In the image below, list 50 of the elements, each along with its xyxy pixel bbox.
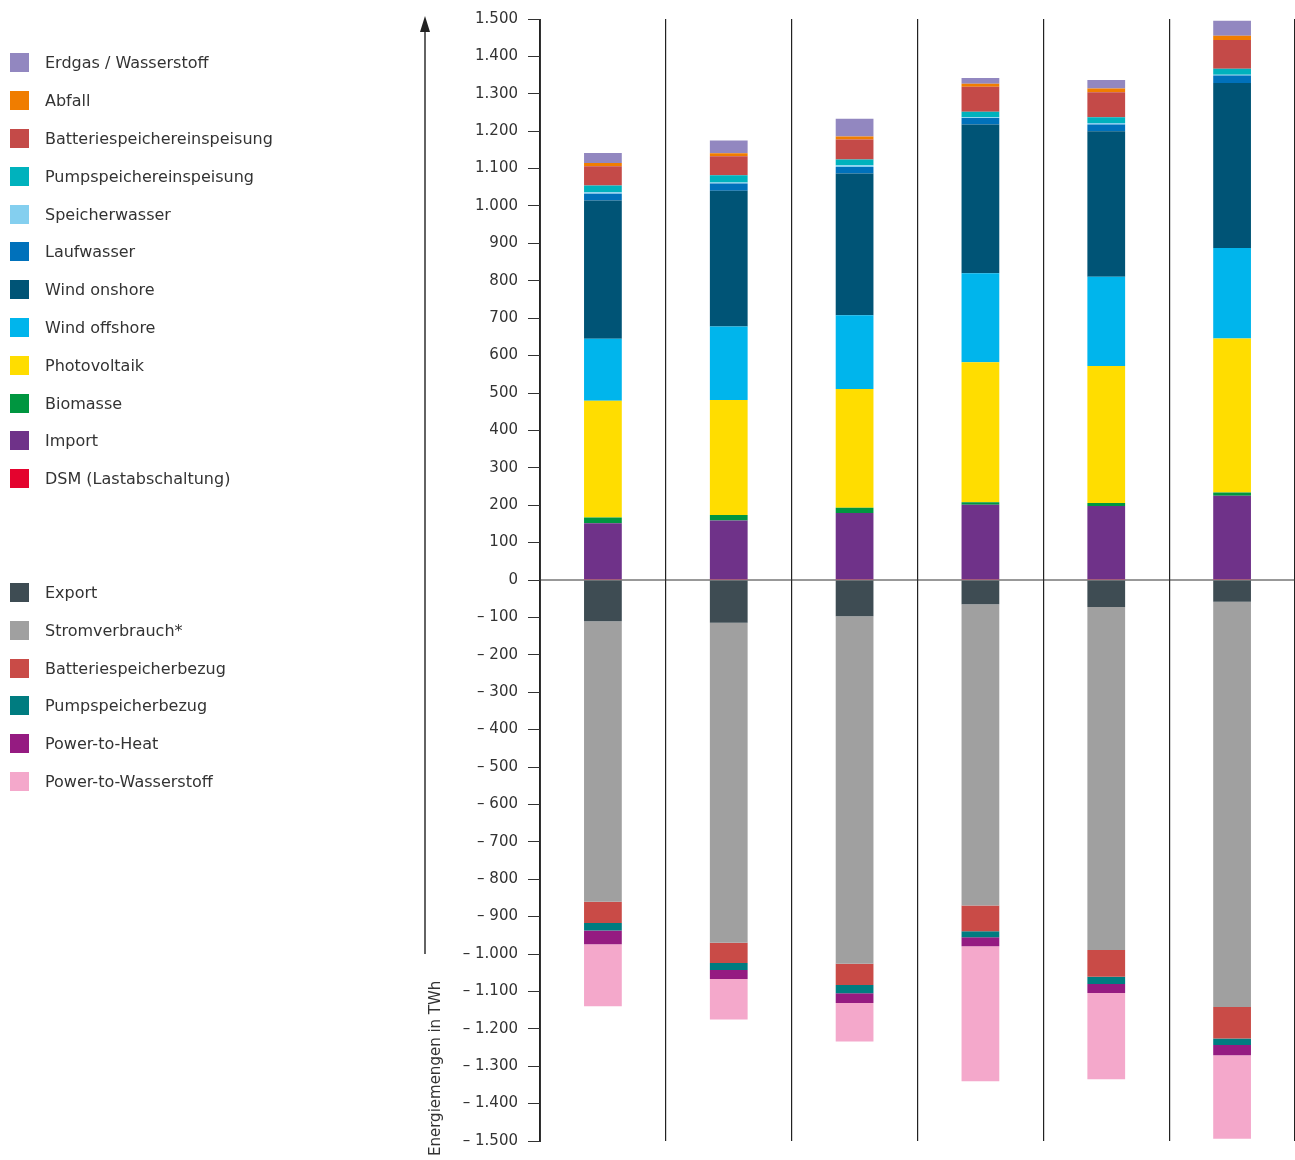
legend-label: Pumpspeicherbezug [45,696,208,716]
y-tick-label: – 700 [477,831,518,850]
legend-label: Export [45,582,98,602]
y-tick-label: 700 [489,308,518,327]
legend-label: Batteriespeicherbezug [45,658,226,678]
y-tick-label: 1.500 [475,8,518,27]
legend-label: Laufwasser [45,242,136,262]
y-tick-label: – 600 [477,794,518,813]
y-tick-label: 900 [489,233,518,252]
y-tick-label: 1.100 [475,158,518,177]
y-tick-label: – 1.000 [462,943,518,962]
legend-label: Pumpspeichereinspeisung [45,166,255,186]
y-tick-label: – 1.500 [462,1130,518,1149]
legend-label: Biomasse [45,393,123,413]
legend-label: Import [45,431,99,451]
y-tick-label: – 400 [477,719,518,738]
legend-label: Power-to-Heat [45,734,159,754]
legend-label: Abfall [45,91,91,111]
y-tick-label: – 1.200 [462,1018,518,1037]
y-tick-label: 1.400 [475,46,518,65]
legend-label: Power-to-Wasserstoff [45,771,213,791]
y-tick-label: 100 [489,532,518,551]
y-tick-label: 800 [489,270,518,289]
y-tick-label: – 1.300 [462,1056,518,1075]
y-tick-label: – 800 [477,869,518,888]
legend-label: Erdgas / Wasserstoff [45,53,209,73]
y-tick-label: 600 [489,345,518,364]
y-tick-label: 500 [489,382,518,401]
legend-label: Wind onshore [45,280,155,300]
y-tick-label: – 1.400 [462,1093,518,1112]
y-tick-label: 200 [489,495,518,514]
y-tick-label: 0 [508,569,518,588]
y-tick-label: 1.000 [475,195,518,214]
y-tick-label: – 200 [477,644,518,663]
y-tick-label: 400 [489,420,518,439]
y-tick-label: – 100 [477,607,518,626]
y-tick-label: 1.300 [475,83,518,102]
legend-label: Wind offshore [45,317,156,337]
legend-label: Photovoltaik [45,355,145,375]
legend-label: Stromverbrauch* [45,620,183,640]
legend-label: DSM (Lastabschaltung) [45,469,231,489]
legend-label: Batteriespeichereinspeisung [45,128,273,148]
legend-label: Speicherwasser [45,204,171,224]
y-tick-label: – 900 [477,906,518,925]
y-tick-label: 1.200 [475,121,518,140]
y-tick-label: – 1.100 [462,981,518,1000]
y-tick-label: – 300 [477,682,518,701]
y-axis-title: Energiemengen in TWh [426,980,444,1156]
y-tick-label: 300 [489,457,518,476]
y-tick-label: – 500 [477,756,518,775]
